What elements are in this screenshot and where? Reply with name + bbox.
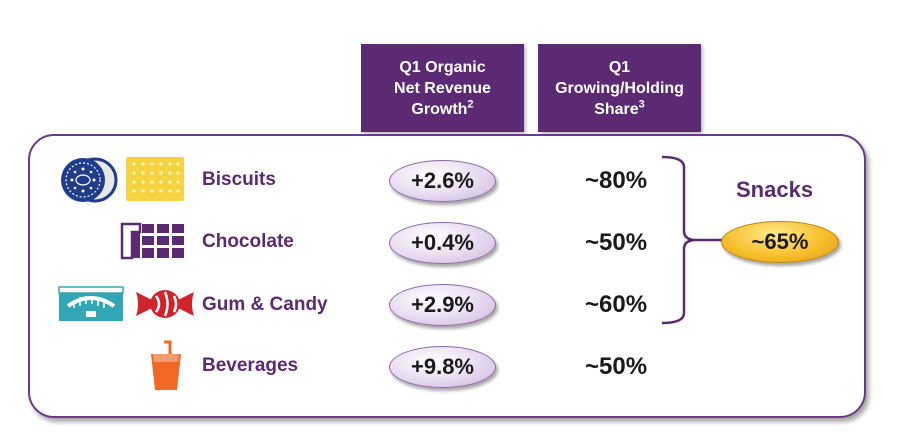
category-label-chocolate: Chocolate [202,231,294,252]
cookie-icon [61,157,118,203]
share-value-beverages: ~50% [585,353,648,380]
drink-cup-icon [151,340,181,390]
growth-value-beverages: +9.8% [389,346,496,388]
header-growth-line2: Net Revenue [394,79,491,97]
header-share-line1: Q1 [608,58,631,76]
share-value-chocolate: ~50% [585,229,648,256]
gum-pack-icon [58,286,124,321]
category-label-biscuits: Biscuits [202,169,276,190]
share-value-biscuits: ~80% [585,167,648,194]
header-share-line3: Share [594,100,639,118]
header-organic-growth: Q1 Organic Net Revenue Growth2 [361,44,524,132]
snacks-label: Snacks [736,177,814,202]
category-label-gum-candy: Gum & Candy [202,294,328,315]
header-share: Q1 Growing/Holding Share3 [538,44,701,132]
header-share-line2: Growing/Holding [555,79,684,97]
cracker-icon [126,157,184,201]
snacks-value: ~65% [721,221,839,263]
category-label-beverages: Beverages [202,355,299,376]
growth-value-biscuits: +2.6% [389,160,496,202]
header-share-footnote: 3 [638,98,645,111]
header-growth-line3: Growth [411,100,468,118]
growth-value-chocolate: +0.4% [389,222,496,264]
snacks-bracket [661,155,722,325]
chocolate-bar-icon [120,222,184,260]
share-value-gum-candy: ~60% [585,291,648,318]
header-growth-line1: Q1 Organic [399,58,486,76]
wrapped-candy-icon [136,290,194,318]
growth-value-gum-candy: +2.9% [389,284,496,326]
header-growth-footnote: 2 [467,98,474,111]
